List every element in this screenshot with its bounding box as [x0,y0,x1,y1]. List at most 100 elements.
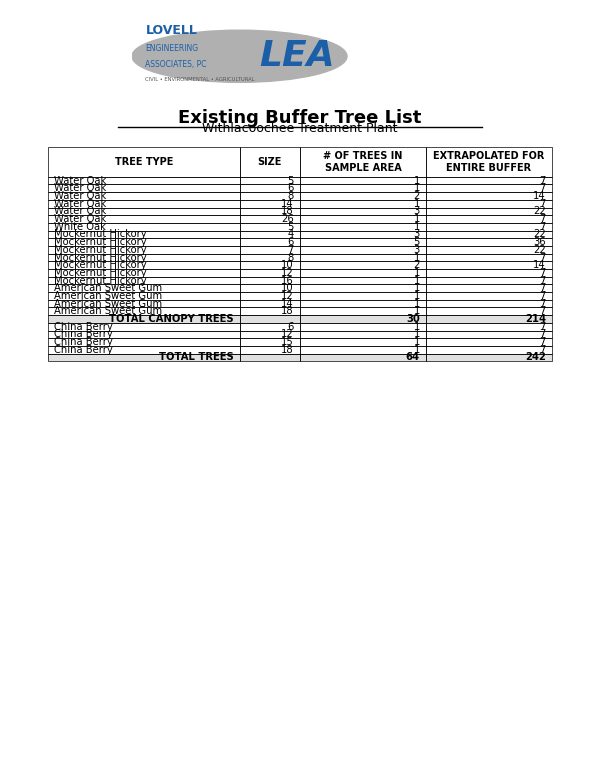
Bar [239,346,300,354]
Bar [239,254,300,262]
Text: TOTAL TREES: TOTAL TREES [159,352,233,362]
Bar [239,238,300,246]
Bar [48,185,239,192]
Bar [300,323,426,331]
Text: 2: 2 [413,260,420,270]
Bar [300,338,426,346]
Text: 10: 10 [281,260,294,270]
Text: 7: 7 [539,329,546,339]
Text: 7: 7 [539,322,546,331]
Bar [426,331,552,338]
Bar [300,346,426,354]
Bar [48,238,239,246]
Bar [48,185,239,192]
Text: Mockernut Hickory: Mockernut Hickory [54,230,146,240]
Bar [239,285,300,292]
Bar [239,185,300,192]
Bar [48,238,239,246]
Bar [48,246,239,254]
Bar [426,192,552,200]
Text: American Sweet Gum: American Sweet Gum [54,291,162,301]
Bar [300,207,426,215]
Bar [239,262,300,269]
Text: EXTRAPOLATED FOR
ENTIRE BUFFER: EXTRAPOLATED FOR ENTIRE BUFFER [433,151,545,173]
Text: 3: 3 [414,244,420,255]
Bar [239,292,300,300]
Bar [48,331,239,338]
Bar [426,192,552,200]
Text: Water Oak: Water Oak [54,206,106,217]
Bar [300,338,426,346]
Bar [48,215,239,223]
Text: 1: 1 [413,268,420,278]
Text: 242: 242 [525,352,546,362]
Bar [426,315,552,323]
Bar [426,269,552,277]
Text: 7: 7 [539,307,546,317]
Bar [48,346,239,354]
Bar [239,323,300,331]
Bar [48,323,239,331]
Bar [300,147,426,177]
Bar [239,238,300,246]
Text: 14: 14 [281,199,294,209]
Bar [48,192,239,200]
Bar [239,277,300,285]
Text: 36: 36 [533,237,546,247]
Text: China Berry: China Berry [54,322,113,331]
Text: 22: 22 [533,206,546,217]
Text: 7: 7 [287,244,294,255]
Bar [426,207,552,215]
Bar [426,277,552,285]
Bar [300,292,426,300]
Bar [300,177,426,185]
Text: 1: 1 [413,175,420,185]
Bar [300,238,426,246]
Bar [300,277,426,285]
Bar [239,338,300,346]
Bar [48,315,239,323]
Text: 7: 7 [539,214,546,224]
Bar [300,177,426,185]
Bar [48,223,239,230]
Bar [426,323,552,331]
Text: American Sweet Gum: American Sweet Gum [54,307,162,317]
Bar [426,300,552,307]
Bar [426,177,552,185]
Bar [239,292,300,300]
Bar [426,147,552,177]
Bar [300,246,426,254]
Text: 6: 6 [287,237,294,247]
Bar [426,230,552,238]
Text: 1: 1 [413,252,420,262]
Text: LOVELL: LOVELL [145,23,197,36]
Bar [48,315,239,323]
Bar [300,285,426,292]
Text: Mockernut Hickory: Mockernut Hickory [54,252,146,262]
Text: LEA: LEA [260,40,335,73]
Bar [48,207,239,215]
Bar [239,177,300,185]
Text: 8: 8 [288,252,294,262]
Bar [300,262,426,269]
Bar [426,338,552,346]
Bar [48,207,239,215]
Bar [239,331,300,338]
Text: Water Oak: Water Oak [54,214,106,224]
Text: 7: 7 [539,252,546,262]
Text: 1: 1 [413,345,420,355]
Text: 1: 1 [413,183,420,193]
Bar [300,147,426,177]
Bar [426,230,552,238]
Text: 16: 16 [281,275,294,286]
Bar [48,192,239,200]
Bar [239,200,300,207]
Text: 12: 12 [281,329,294,339]
Bar [300,307,426,315]
Bar [426,354,552,362]
Text: TOTAL CANOPY TREES: TOTAL CANOPY TREES [109,314,233,324]
Bar [48,292,239,300]
Text: 5: 5 [287,222,294,232]
Text: Mockernut Hickory: Mockernut Hickory [54,275,146,286]
Bar [426,207,552,215]
